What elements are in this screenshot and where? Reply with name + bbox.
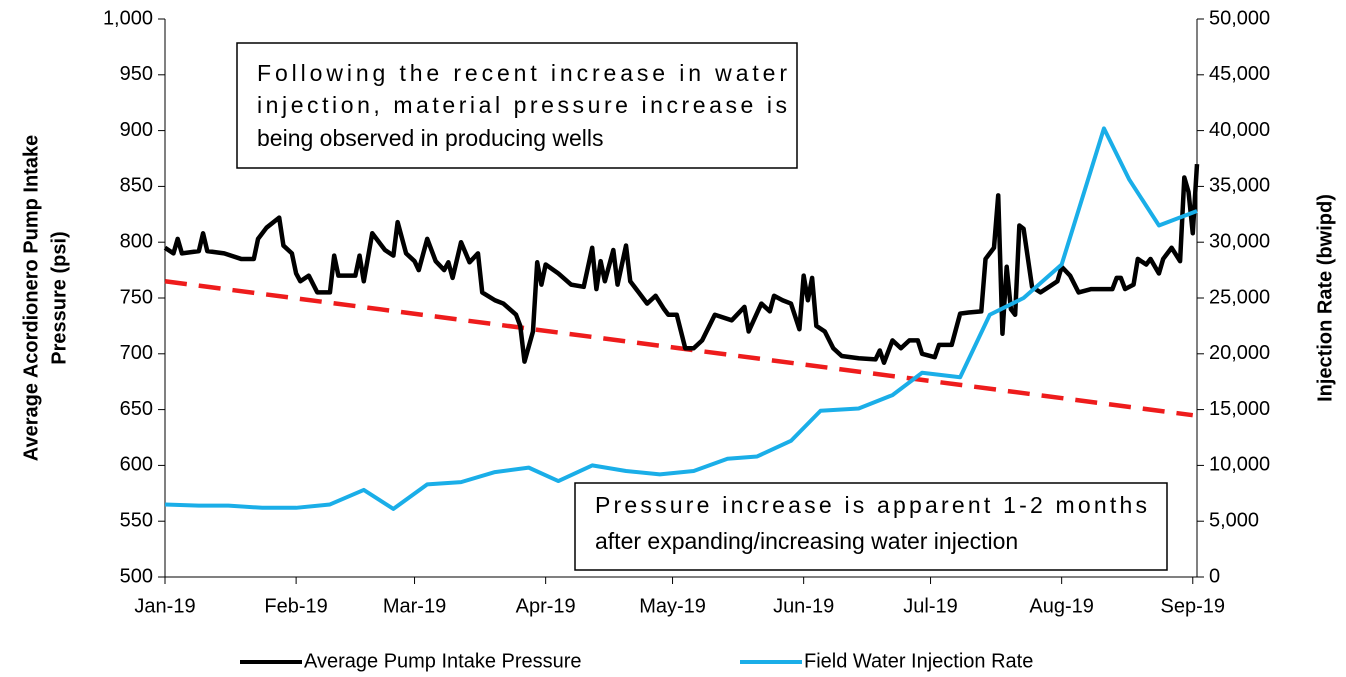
y-tick-label: 700 (120, 342, 153, 364)
y-tick-label: 650 (120, 398, 153, 420)
y2-tick-label: 25,000 (1209, 286, 1270, 308)
y2-tick-label: 35,000 (1209, 175, 1270, 197)
y2-tick-label: 30,000 (1209, 230, 1270, 252)
y-tick-label: 600 (120, 454, 153, 476)
x-tick-label: Aug-19 (1029, 595, 1094, 617)
annotation-text: after expanding/increasing water injecti… (595, 528, 1018, 554)
y-tick-label: 850 (120, 175, 153, 197)
y-tick-label: 950 (120, 63, 153, 85)
y-tick-label: 800 (120, 230, 153, 252)
trend-line (164, 279, 1194, 418)
y2-tick-label: 50,000 (1209, 7, 1270, 29)
annotation-text: Following the recent increase in water (257, 60, 787, 86)
x-tick-label: Apr-19 (516, 595, 576, 617)
x-tick-label: Jul-19 (903, 595, 957, 617)
x-tick-label: Jun-19 (773, 595, 834, 617)
y2-axis-title: Injection Rate (bwipd) (1314, 194, 1336, 402)
annotation-box (236, 42, 798, 169)
y2-tick-label: 20,000 (1209, 342, 1270, 364)
x-tick-label: Feb-19 (264, 595, 327, 617)
x-tick-label: May-19 (639, 595, 706, 617)
y-tick-label: 1,000 (103, 7, 153, 29)
y2-tick-label: 15,000 (1209, 398, 1270, 420)
x-tick-label: Sep-19 (1161, 595, 1226, 617)
y-tick-label: 750 (120, 286, 153, 308)
annotation-text: injection, material pressure increase is (257, 92, 787, 118)
y-axis-title: Pressure (psi) (48, 231, 70, 364)
x-tick-label: Jan-19 (134, 595, 195, 617)
annotation-box (574, 482, 1168, 571)
y2-tick-label: 10,000 (1209, 454, 1270, 476)
y2-tick-label: 0 (1209, 565, 1220, 587)
y-tick-label: 550 (120, 509, 153, 531)
y-tick-label: 900 (120, 119, 153, 141)
x-tick-label: Mar-19 (383, 595, 446, 617)
annotation-text: being observed in producing wells (257, 125, 604, 151)
legend-label: Average Pump Intake Pressure (304, 650, 582, 672)
y2-tick-label: 45,000 (1209, 63, 1270, 85)
series-line (163, 163, 1200, 365)
series-line (164, 126, 1198, 511)
annotation-text: Pressure increase is apparent 1-2 months (595, 492, 1147, 518)
legend-label: Field Water Injection Rate (804, 650, 1033, 672)
y-axis-title: Average Acordionero Pump Intake (20, 135, 42, 461)
y-tick-label: 500 (120, 565, 153, 587)
y2-tick-label: 40,000 (1209, 119, 1270, 141)
y2-tick-label: 5,000 (1209, 509, 1259, 531)
